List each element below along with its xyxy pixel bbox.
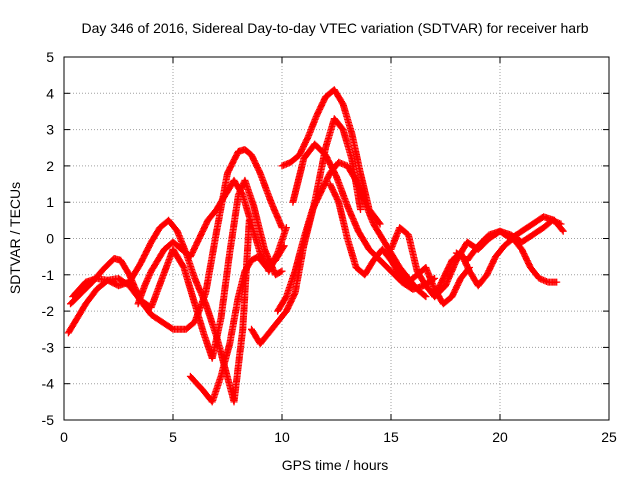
series-trace-m: [452, 213, 567, 264]
y-tick-label: -5: [42, 412, 55, 428]
data-point: [553, 278, 561, 286]
chart-title: Day 346 of 2016, Sidereal Day-to-day VTE…: [81, 20, 588, 36]
x-tick-label: 10: [274, 429, 290, 445]
x-tick-label: 5: [169, 429, 177, 445]
data-point: [278, 267, 286, 275]
y-tick-label: 2: [46, 158, 54, 174]
y-tick-label: -1: [42, 267, 55, 283]
x-tick-label: 0: [60, 429, 68, 445]
series-trace-e: [186, 242, 288, 406]
x-tick-label: 15: [383, 429, 399, 445]
y-tick-label: 1: [46, 194, 54, 210]
y-tick-label: -3: [42, 339, 55, 355]
x-axis-label: GPS time / hours: [282, 457, 389, 473]
data-point: [559, 227, 567, 235]
y-tick-label: -4: [42, 376, 55, 392]
series-trace-j: [326, 180, 473, 308]
series-trace-d: [134, 176, 290, 308]
axes: 0 5 10 15 20 25 -5 -4 -3 -2 -1 0 1 2 3 4 5: [42, 49, 617, 445]
data-point: [279, 243, 287, 251]
y-tick-label: 3: [46, 122, 54, 138]
data-point: [357, 206, 364, 213]
x-tick-label: 25: [601, 429, 617, 445]
data-point: [282, 224, 290, 232]
series-trace-i: [289, 140, 439, 293]
data-point: [422, 293, 430, 301]
y-tick-label: 5: [46, 49, 54, 65]
data-point: [376, 220, 384, 228]
data-point: [375, 219, 383, 227]
data-point: [277, 268, 285, 276]
data-point: [421, 292, 429, 300]
x-tick-label: 20: [492, 429, 508, 445]
gridlines: [64, 57, 609, 420]
y-axis-label: SDTVAR / TECUs: [7, 182, 23, 294]
data-point: [558, 226, 566, 234]
series-trace-b: [67, 176, 286, 362]
y-tick-label: -2: [42, 303, 55, 319]
y-tick-label: 0: [46, 231, 54, 247]
y-tick-label: 4: [46, 85, 54, 101]
data-points: [64, 86, 567, 406]
data-point: [280, 242, 288, 250]
